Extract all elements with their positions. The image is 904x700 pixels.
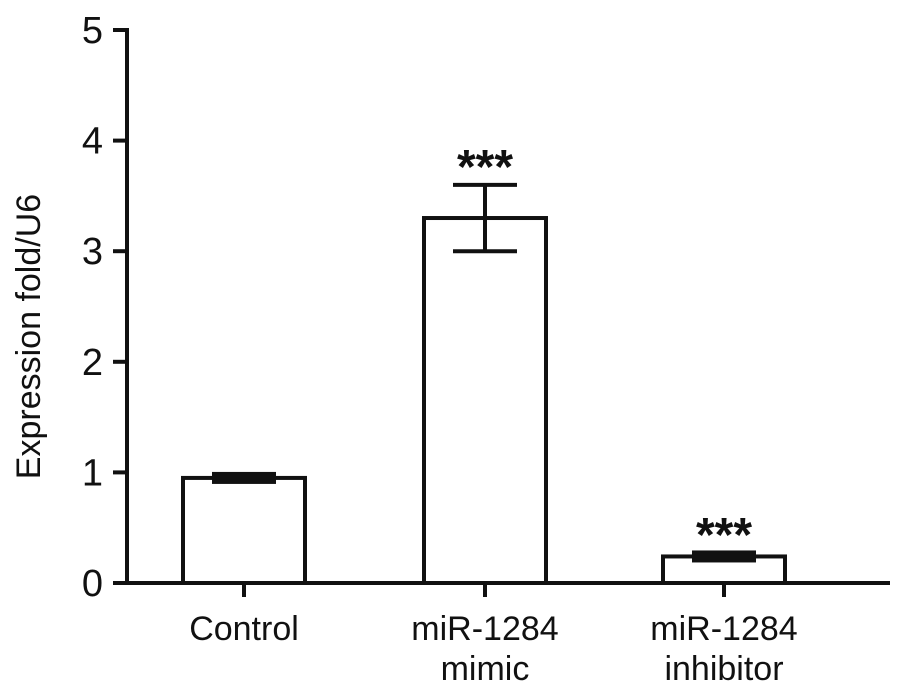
y-tick-label: 4 [82, 121, 103, 163]
y-axis-title: Expression fold/U6 [10, 194, 48, 479]
error-bar [692, 550, 756, 563]
category-label-line: inhibitor [664, 650, 783, 688]
y-tick-label: 5 [82, 10, 103, 52]
bar [422, 216, 548, 586]
bar [181, 475, 307, 585]
significance-label: *** [696, 509, 752, 562]
category-label: Control [189, 610, 299, 648]
category-label: miR-1284 mimic [411, 610, 558, 688]
category-label-line: miR-1284 [411, 610, 558, 648]
category-label-line: mimic [441, 650, 530, 688]
y-tick-label: 1 [82, 452, 103, 494]
y-tick-label: 3 [82, 231, 103, 273]
significance-label: *** [457, 141, 513, 194]
category-label-line: Control [189, 610, 299, 648]
bar [661, 554, 787, 585]
y-tick-label: 0 [82, 563, 103, 605]
error-bar [212, 471, 276, 484]
category-label-line: miR-1284 [650, 610, 797, 648]
y-tick-label: 2 [82, 342, 103, 384]
category-label: miR-1284 inhibitor [650, 610, 797, 688]
